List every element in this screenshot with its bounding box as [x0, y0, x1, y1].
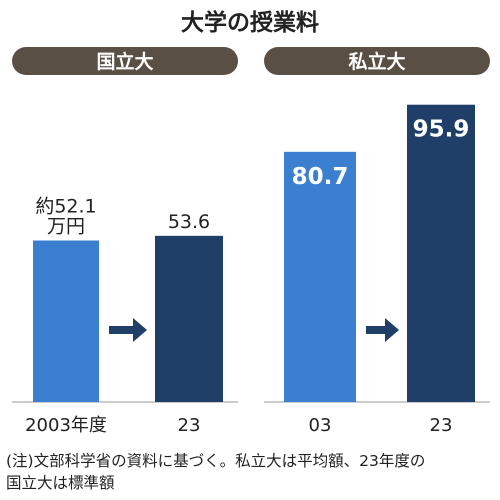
- source-note: (注)文部科学省の資料に基づく。私立大は平均額、23年度の 国立大は標準額: [6, 450, 496, 494]
- panel-2: 私立大 80.7 03 95.9 23: [264, 47, 490, 436]
- arrow-head: [133, 318, 147, 342]
- bar-2-1: [284, 151, 356, 402]
- arrow-shaft: [109, 326, 135, 334]
- arrow-icon: [109, 318, 147, 342]
- bar-2-2: [407, 104, 475, 403]
- category-label-2-2: 23: [430, 415, 453, 436]
- bar-1-1: [33, 240, 99, 402]
- panel-header-label: 国立大: [96, 50, 153, 73]
- arrow-shaft: [366, 326, 387, 334]
- value-label-1-1-line-2: 万円: [47, 215, 85, 237]
- category-label-2-1: 03: [309, 415, 332, 436]
- bar-1-2: [155, 235, 223, 402]
- value-label-2-1: 80.7: [292, 164, 349, 190]
- value-label-1-1-line-1: 約52.1: [35, 195, 96, 217]
- category-label-1-2: 23: [178, 415, 201, 436]
- source-note-line-2: 国立大は標準額: [6, 474, 115, 492]
- arrow-head: [385, 318, 399, 342]
- panel-header: [12, 47, 238, 75]
- panel-header: [264, 47, 490, 75]
- panel-header-label: 私立大: [348, 50, 405, 73]
- chart-title: 大学の授業料: [181, 9, 319, 36]
- value-label-1-2: 53.6: [168, 211, 210, 233]
- value-label-2-2: 95.9: [413, 117, 470, 143]
- source-note-line-1: (注)文部科学省の資料に基づく。私立大は平均額、23年度の: [6, 452, 426, 470]
- category-label-1-1: 2003年度: [25, 415, 107, 436]
- arrow-icon: [366, 318, 399, 342]
